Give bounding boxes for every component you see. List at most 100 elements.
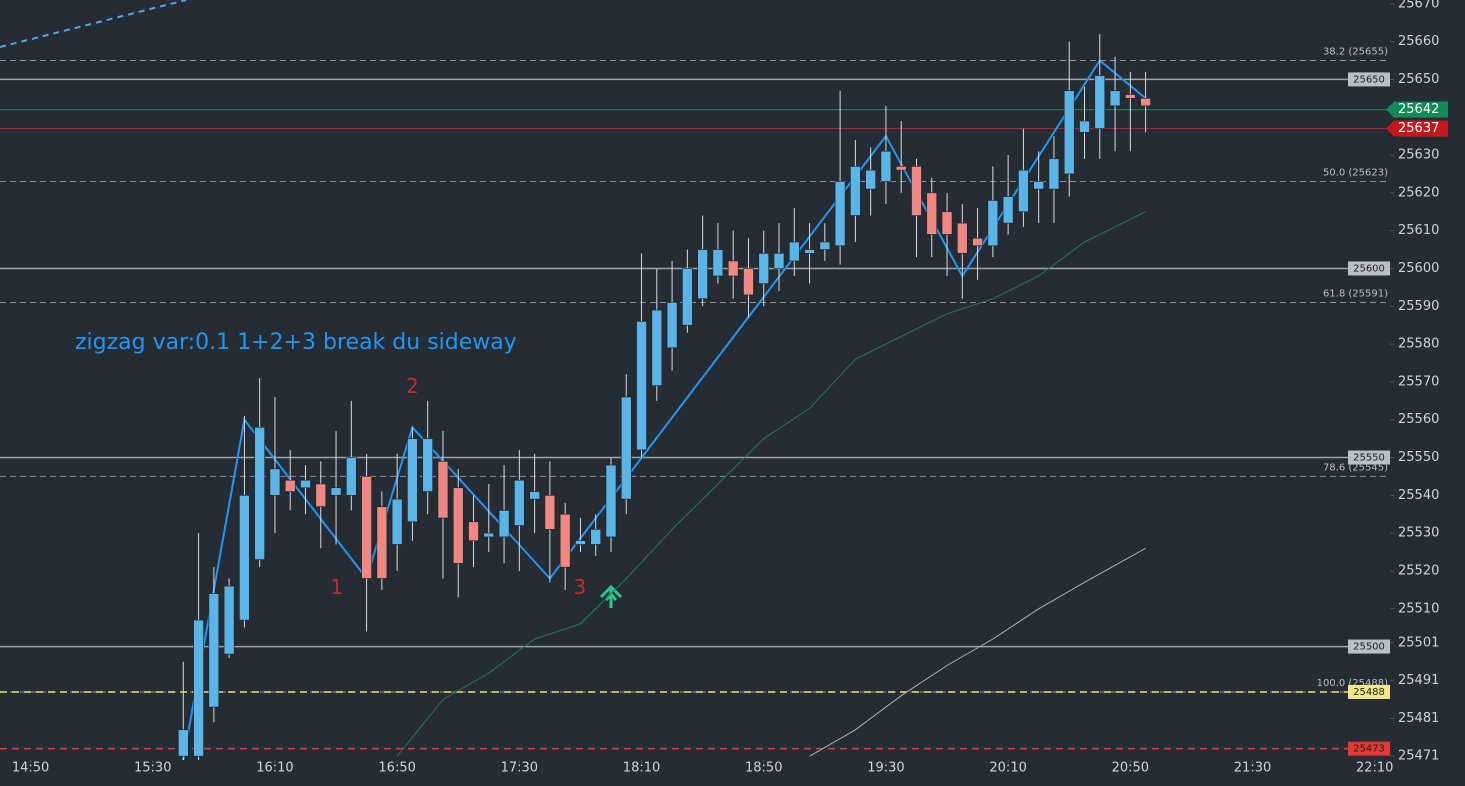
candle-body [697, 249, 708, 300]
candle-body [1094, 75, 1106, 129]
candle-body [819, 241, 831, 250]
candle-body [1063, 90, 1075, 175]
candle-body [361, 476, 372, 579]
candle-body [758, 253, 770, 284]
candle-body [666, 302, 678, 349]
candle-body [972, 237, 983, 247]
candle-body [254, 426, 265, 560]
candle-body [498, 510, 510, 538]
candle-body [834, 181, 846, 247]
line-series [396, 211, 1146, 757]
level-tag-label: 25500 [1353, 642, 1385, 653]
candle-body [376, 506, 388, 579]
level-tag-label: 25488 [1353, 687, 1385, 698]
candle-body [743, 268, 754, 296]
price-tag [1386, 120, 1448, 137]
level-tag [1348, 450, 1390, 465]
candle-body [208, 593, 220, 708]
x-tick-label: 21:30 [1234, 761, 1271, 776]
x-tick-label: 18:50 [745, 761, 782, 776]
candle-body [1109, 90, 1121, 107]
y-tick-label: 25620 [1398, 185, 1439, 200]
candle-body [330, 487, 342, 496]
candle-body [1125, 94, 1136, 99]
y-tick-label: 25550 [1398, 450, 1439, 465]
candle-body [300, 479, 311, 489]
candle-body [590, 529, 602, 545]
x-tick-label: 17:30 [501, 761, 538, 776]
candle-body [575, 540, 586, 545]
y-tick-label: 25630 [1398, 148, 1439, 163]
level-tag [1348, 639, 1390, 654]
y-tick-label: 25501 [1398, 635, 1439, 650]
y-tick-label: 25481 [1398, 711, 1439, 726]
candle-body [1048, 158, 1060, 190]
candle-body [559, 513, 571, 568]
level-tag-label: 25550 [1353, 453, 1385, 464]
candle-body [865, 169, 876, 190]
candle-body [223, 585, 235, 655]
candle-body [941, 211, 953, 235]
candle-body [239, 495, 250, 621]
candle-body [269, 468, 281, 496]
y-tick-label: 25650 [1398, 72, 1439, 87]
level-tag [1348, 72, 1390, 87]
level-tag [1348, 741, 1390, 756]
candle-body [1002, 196, 1014, 224]
candle-body [437, 460, 449, 519]
candle-body [452, 487, 464, 564]
level-tag-label: 25473 [1353, 744, 1385, 755]
y-tick-label: 25590 [1398, 299, 1439, 314]
x-tick-label: 14:50 [12, 761, 49, 776]
line-series [809, 547, 1146, 757]
candle-body [1033, 181, 1044, 190]
candle-body [636, 321, 647, 451]
x-tick-label: 22:10 [1356, 761, 1393, 776]
fib-label: 100.0 (25488) [1317, 678, 1389, 689]
candle-body [773, 253, 785, 269]
candle-body [422, 438, 433, 492]
price-axis [1390, 0, 1465, 786]
candle-body [651, 309, 663, 386]
candle-body [620, 396, 632, 500]
candle-body [284, 479, 296, 492]
annotation: zigzag var:0.1 1+2+3 break du sideway [75, 330, 517, 355]
x-tick-label: 20:10 [989, 761, 1026, 776]
price-tag-label: 25637 [1398, 121, 1439, 136]
pivot-label: 1 [330, 575, 343, 599]
x-tick-label: 20:50 [1112, 761, 1149, 776]
candle-body [926, 192, 938, 235]
candle-body [957, 222, 968, 254]
y-tick-label: 25540 [1398, 488, 1439, 503]
y-tick-label: 25600 [1398, 261, 1439, 276]
price-tag [1386, 101, 1448, 118]
y-tick-label: 25580 [1398, 337, 1439, 352]
candle-body [987, 200, 999, 247]
candle-body [880, 150, 892, 182]
candle-body [727, 260, 739, 277]
candle-body [468, 521, 479, 541]
y-tick-label: 25560 [1398, 412, 1439, 427]
x-tick-label: 15:30 [134, 761, 171, 776]
x-tick-label: 19:30 [867, 761, 904, 776]
candle-body [346, 457, 357, 496]
candle-body [193, 619, 204, 757]
level-tag-label: 25600 [1353, 263, 1385, 274]
pivot-label: 2 [406, 374, 419, 398]
candle-body [315, 483, 327, 507]
y-tick-label: 25570 [1398, 374, 1439, 389]
candle-body [391, 498, 403, 545]
x-tick-label: 18:10 [623, 761, 660, 776]
candle-body [895, 166, 907, 171]
level-tag [1348, 684, 1390, 699]
pivot-label: 3 [574, 575, 587, 599]
y-tick-label: 25471 [1398, 749, 1439, 764]
candle-body [911, 166, 922, 216]
fib-label: 38.2 (25655) [1323, 46, 1388, 57]
fib-label: 50.0 (25623) [1323, 167, 1388, 178]
price-tag-label: 25642 [1398, 102, 1439, 117]
candle-body [177, 729, 189, 757]
candle-body [682, 268, 693, 326]
